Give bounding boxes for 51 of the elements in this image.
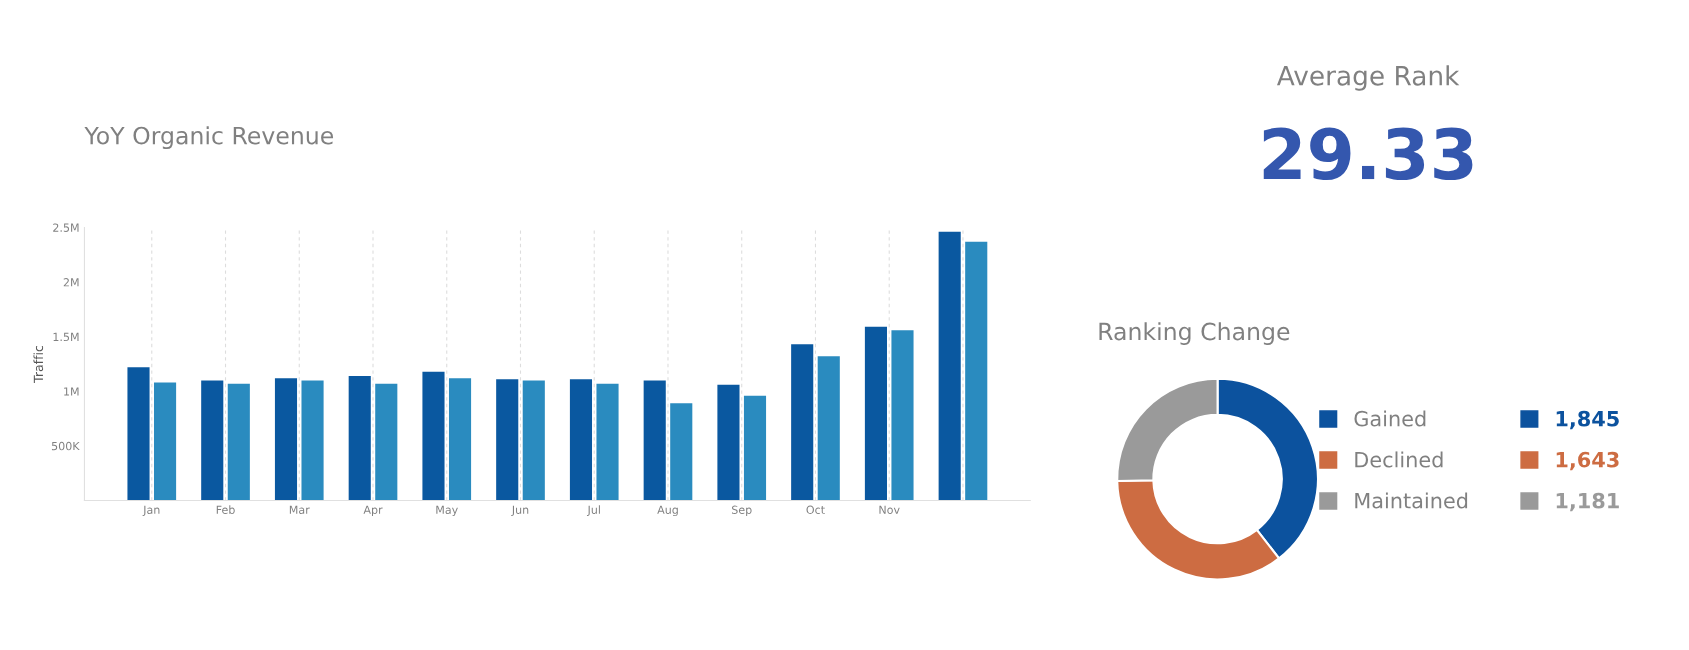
y-tick-label: 2.5M bbox=[53, 223, 79, 232]
bar bbox=[817, 356, 840, 501]
x-tick-label: May bbox=[436, 505, 458, 517]
bar bbox=[791, 344, 814, 501]
bar bbox=[227, 383, 250, 501]
bar bbox=[670, 403, 693, 501]
x-tick-label: Feb bbox=[216, 505, 235, 514]
bar bbox=[127, 367, 150, 501]
bar bbox=[422, 371, 445, 501]
bar bbox=[864, 326, 888, 501]
x-tick-label: Oct bbox=[806, 505, 825, 514]
x-tick-label: Jan bbox=[142, 505, 160, 517]
x-tick-label: Aug bbox=[657, 505, 678, 517]
bar bbox=[965, 241, 988, 501]
data-label: 1,643 bbox=[1556, 451, 1619, 471]
bar bbox=[348, 376, 371, 501]
data-label: 1,181 bbox=[1556, 492, 1619, 512]
data-label: 1,845 bbox=[1556, 410, 1619, 430]
text: Average Rank bbox=[1276, 65, 1460, 91]
chart-title: Ranking Change bbox=[1099, 322, 1290, 345]
bar bbox=[522, 380, 545, 501]
bar bbox=[938, 231, 961, 501]
x-tick-label: Nov bbox=[879, 505, 900, 514]
bar bbox=[496, 379, 519, 501]
bar bbox=[448, 378, 472, 501]
legend-label: Gained bbox=[1354, 410, 1426, 427]
x-tick-label: Apr bbox=[363, 505, 383, 517]
bar bbox=[301, 380, 324, 501]
y-tick-label: 1M bbox=[64, 387, 79, 396]
bar bbox=[201, 380, 224, 501]
bar bbox=[274, 378, 298, 501]
x-tick-label: Sep bbox=[731, 505, 752, 517]
x-tick-label: Mar bbox=[289, 505, 310, 514]
bar bbox=[153, 382, 177, 501]
y-tick-label: 1.5M bbox=[53, 332, 79, 342]
bar bbox=[891, 330, 914, 501]
x-tick-label: Jun bbox=[511, 505, 529, 517]
y-axis-title: Traffic bbox=[33, 345, 44, 383]
legend-label: Maintained bbox=[1355, 492, 1468, 509]
bar bbox=[743, 395, 767, 501]
bar bbox=[569, 379, 593, 501]
data-label: 29.33 bbox=[1263, 127, 1473, 181]
x-tick-label: Jul bbox=[586, 505, 600, 517]
bar bbox=[643, 380, 666, 501]
y-tick-label: 500K bbox=[51, 441, 80, 451]
bar bbox=[375, 383, 398, 501]
chart-title: YoY Organic Revenue bbox=[84, 126, 334, 150]
bar bbox=[717, 384, 740, 501]
y-tick-label: 2M bbox=[63, 278, 79, 287]
bar bbox=[596, 383, 619, 501]
legend-label: Declined bbox=[1355, 451, 1443, 468]
